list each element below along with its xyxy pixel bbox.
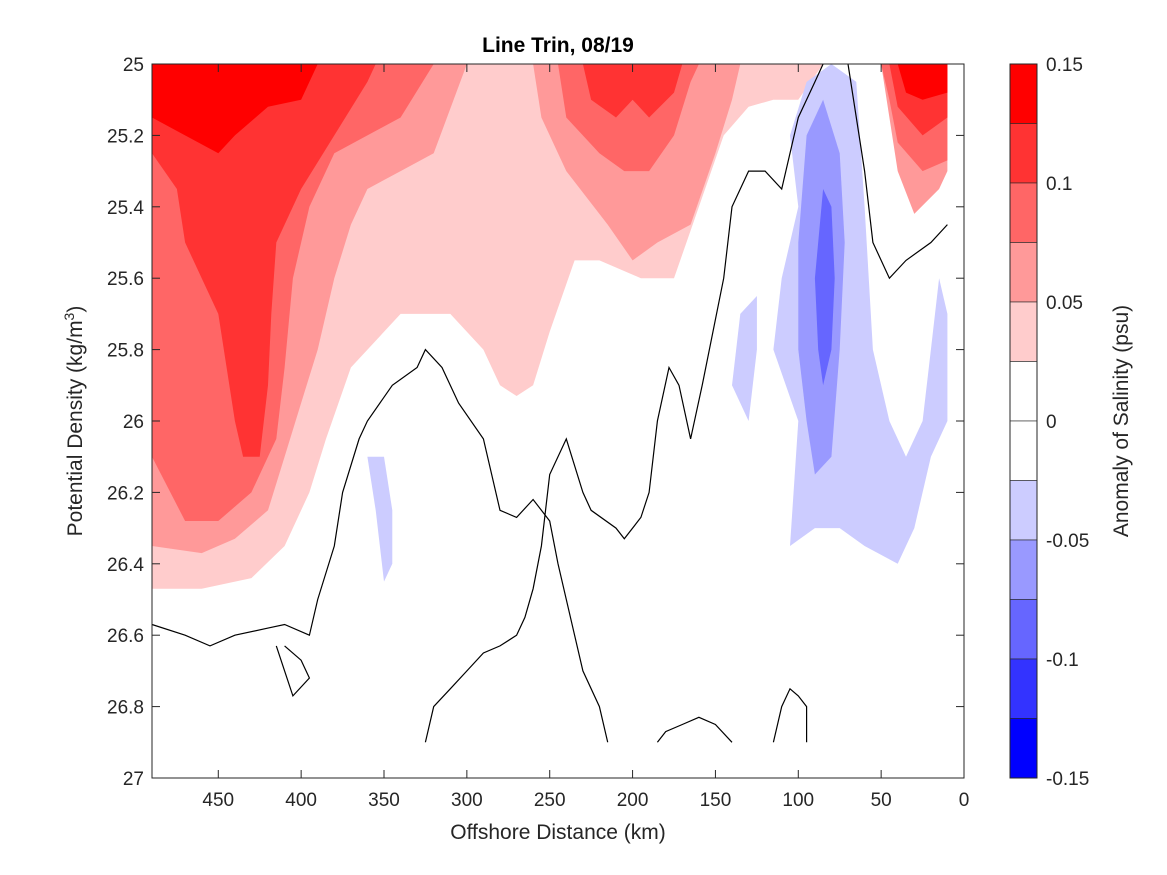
colorbar-frame [1009, 63, 1038, 779]
y-tick-label: 25 [123, 55, 144, 76]
y-tick-label: 25.8 [107, 341, 144, 362]
y-tick-label: 26.8 [107, 698, 144, 719]
contour-fill-region [367, 456, 393, 582]
zero-contour-line [772, 687, 808, 743]
colorbar-title: Anomaly of Salinity (psu) [1110, 305, 1133, 537]
contour-fill-region [814, 189, 835, 386]
colorbar-segment [1009, 361, 1038, 422]
zero-contour-line [656, 716, 733, 743]
x-axis: 450 400 350 300 250 200 150 100 50 0 [202, 64, 969, 811]
y-tick-label: 26.2 [107, 483, 144, 504]
colorbar-tick-label: 0.05 [1046, 293, 1083, 314]
colorbar-tick-label: 0.1 [1046, 174, 1072, 195]
contour-fills [152, 64, 948, 589]
contour-fill-region [582, 64, 683, 118]
y-tick-label: 25.4 [107, 198, 144, 219]
colorbar-tick-label: -0.1 [1046, 650, 1079, 671]
x-tick-label: 350 [368, 790, 400, 811]
y-axis-title-close: ) [64, 306, 87, 313]
y-tick-label: 27 [123, 769, 144, 790]
x-tick-label: 250 [534, 790, 566, 811]
colorbar-segment [1009, 301, 1038, 362]
x-axis-title: Offshore Distance (km) [450, 821, 666, 844]
zero-contour-line [424, 63, 824, 743]
x-tick-label: 450 [202, 790, 234, 811]
colorbar-tick-label: 0 [1046, 412, 1057, 433]
colorbar-segment [1009, 718, 1038, 779]
y-axis-title-superscript: 3 [61, 312, 77, 320]
colorbar-segment [1009, 182, 1038, 243]
chart-title: Line Trin, 08/19 [482, 34, 634, 57]
x-tick-label: 300 [451, 790, 483, 811]
y-tick-label: 26.6 [107, 626, 144, 647]
colorbar-segment [1009, 599, 1038, 660]
zero-contour-line [275, 645, 311, 698]
zero-contour-line [847, 63, 948, 280]
y-axis-title: Potential Density (kg/m3) [61, 306, 87, 537]
colorbar-segment [1009, 658, 1038, 719]
x-tick-label: 100 [782, 790, 814, 811]
colorbar-tick-label: -0.15 [1046, 769, 1089, 790]
contour-fill-region [732, 296, 757, 421]
zero-contour-line [151, 348, 609, 743]
contour-fill-region [152, 64, 318, 154]
contour-fill-region [152, 64, 376, 457]
x-tick-label: 150 [700, 790, 732, 811]
x-tick-label: 0 [959, 790, 970, 811]
y-axis-title-main: Potential Density (kg/m [64, 320, 87, 536]
zero-contour-lines [151, 63, 948, 743]
colorbar-segment [1009, 420, 1038, 481]
colorbar: 0.15 0.1 0.05 0 -0.05 -0.1 -0.15 [1009, 55, 1089, 790]
y-tick-label: 26 [123, 412, 144, 433]
colorbar-segment [1009, 123, 1038, 184]
colorbar-tick-label: -0.05 [1046, 531, 1089, 552]
y-tick-label: 26.4 [107, 555, 144, 576]
x-tick-label: 200 [617, 790, 649, 811]
y-tick-label: 25.2 [107, 126, 144, 147]
colorbar-segment [1009, 63, 1038, 124]
contour-fill-region [897, 64, 948, 100]
y-tick-label: 25.6 [107, 269, 144, 290]
x-tick-label: 400 [285, 790, 317, 811]
colorbar-segment [1009, 539, 1038, 600]
x-tick-label: 50 [871, 790, 892, 811]
colorbar-segment [1009, 480, 1038, 541]
colorbar-segment [1009, 242, 1038, 303]
colorbar-tick-label: 0.15 [1046, 55, 1083, 76]
y-axis: 25 25.2 25.4 25.6 25.8 26 26.2 26.4 26.6 26.8 27 [107, 55, 964, 790]
